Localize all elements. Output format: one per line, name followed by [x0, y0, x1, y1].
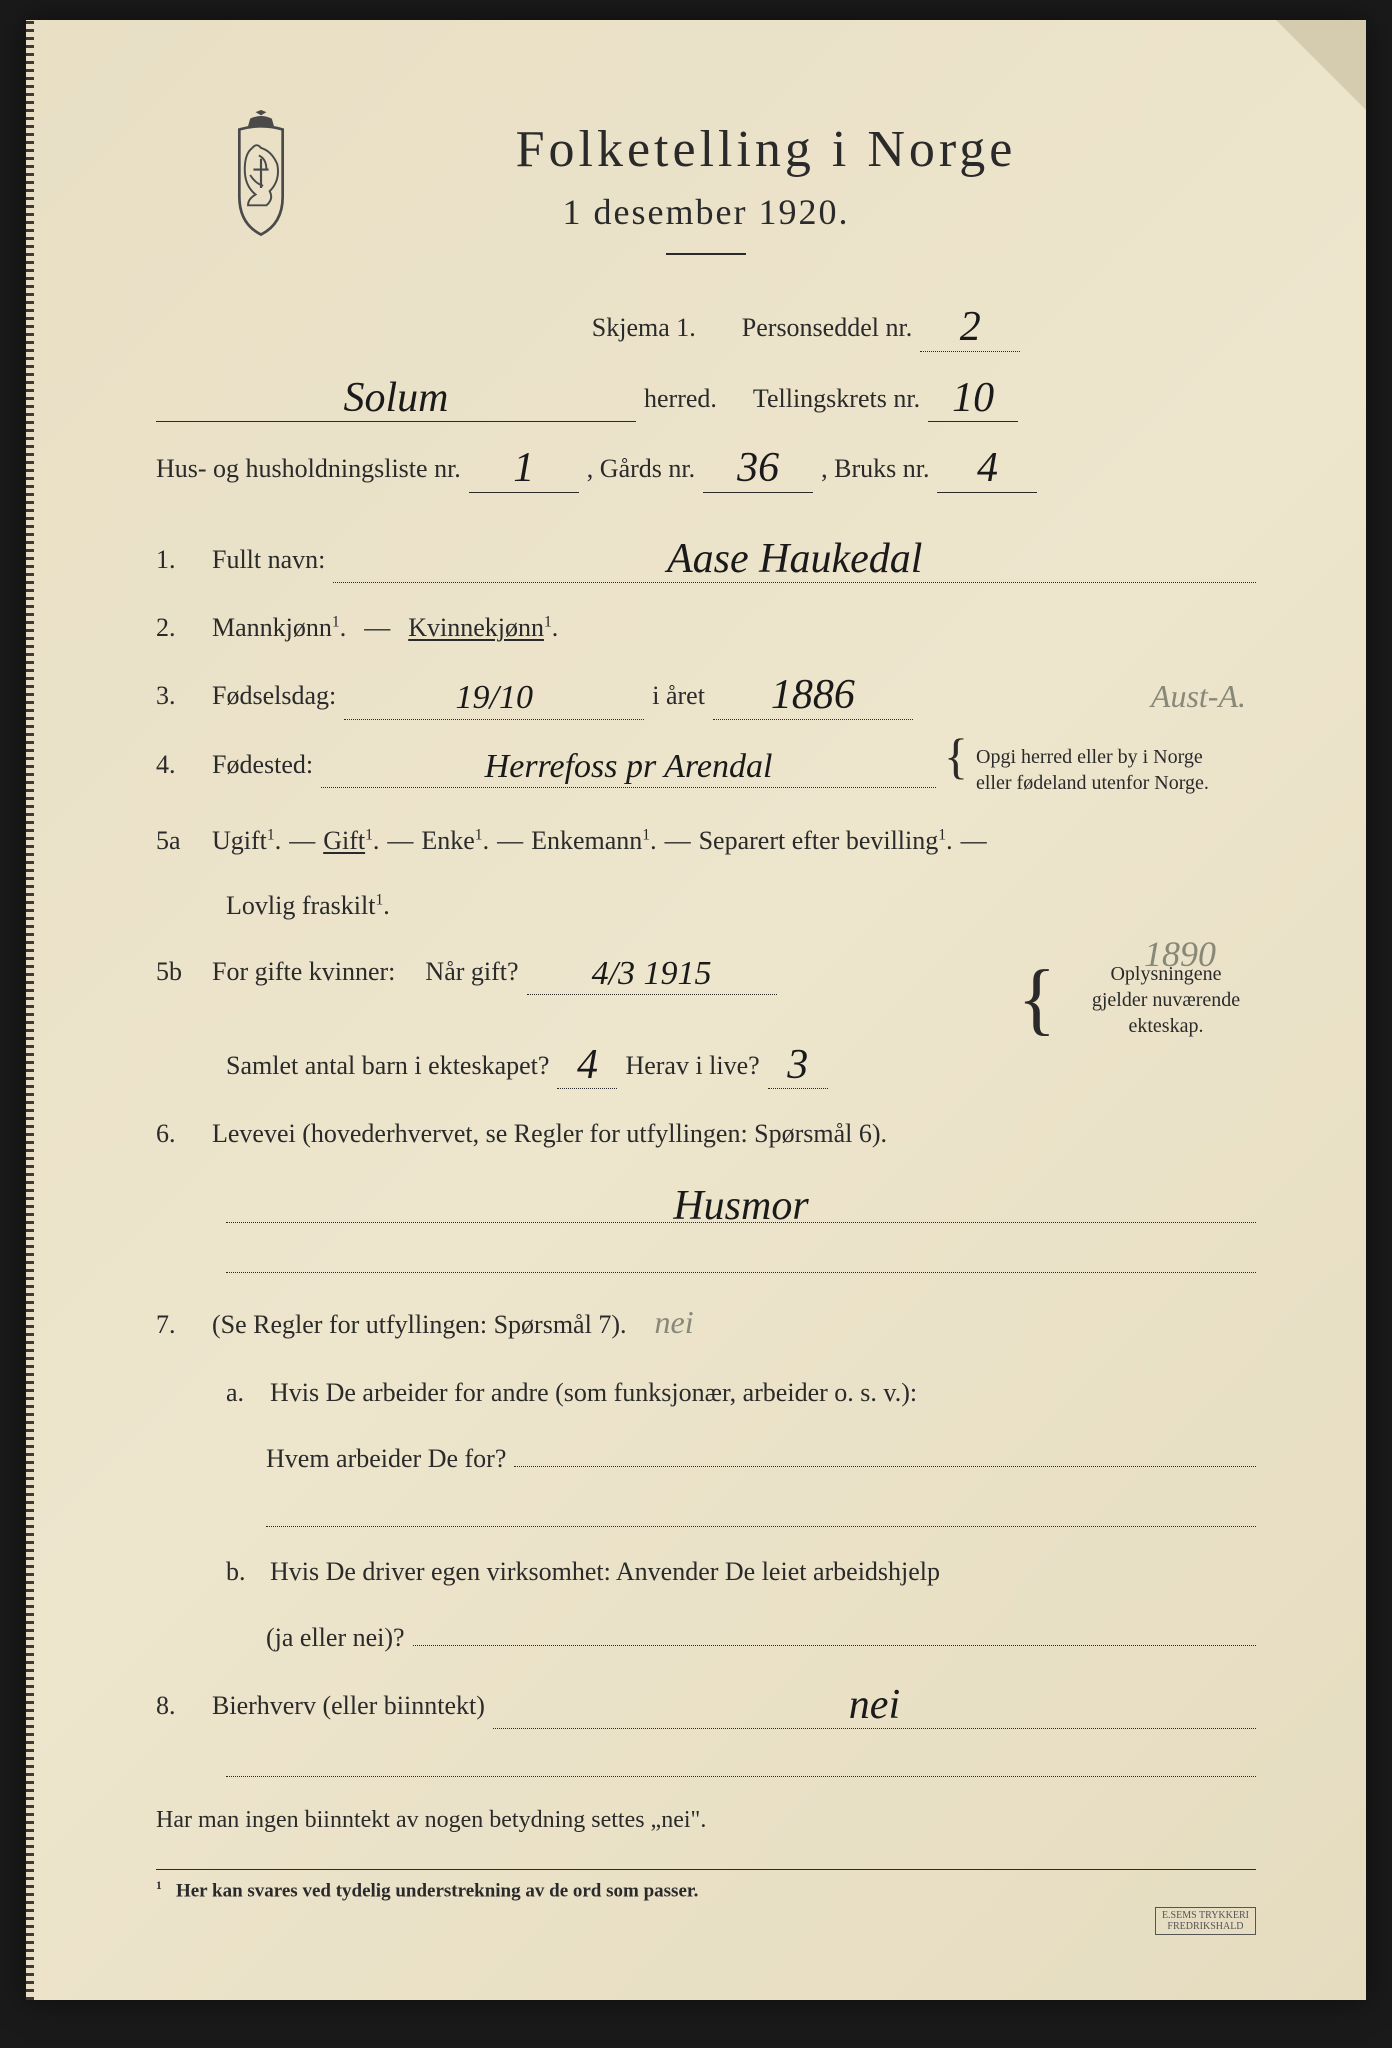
printer-stamp: E.SEMS TRYKKERIFREDRIKSHALD: [1155, 1907, 1256, 1935]
q4-label: Fødested:: [212, 744, 313, 786]
q7a-text1: Hvis De arbeider for andre (som funksjon…: [270, 1372, 917, 1414]
husliste-value: 1: [513, 445, 534, 491]
q5b-label: For gifte kvinner:: [212, 951, 395, 993]
form-title: Folketelling i Norge: [156, 120, 1256, 179]
q5b-barn-value: 4: [577, 1042, 598, 1088]
gards-value: 36: [737, 445, 779, 491]
herred-value: Solum: [344, 375, 449, 421]
q3-year-label: i året: [652, 675, 705, 717]
census-form-document: Folketelling i Norge 1 desember 1920. Sk…: [26, 20, 1366, 2000]
q5b-married-line: 5b For gifte kvinner: Når gift? 4/3 1915…: [156, 951, 1256, 1039]
q5b-barn-label: Samlet antal barn i ekteskapet?: [226, 1045, 549, 1087]
q1-number: 1.: [156, 539, 204, 581]
norwegian-coat-of-arms-icon: [206, 110, 316, 240]
q7-label: (Se Regler for utfyllingen: Spørsmål 7).: [212, 1304, 626, 1346]
q2-female-option: Kvinnekjønn1.: [408, 607, 558, 649]
q7a-line2: Hvem arbeider De for?: [156, 1438, 1256, 1480]
q5a-number: 5a: [156, 820, 204, 862]
q5b-pencil-year: 1890: [1144, 933, 1216, 975]
skjema-line: Skjema 1. Personseddel nr. 2: [156, 305, 1256, 352]
q7-pencil-annotation: nei: [654, 1297, 693, 1348]
q4-bracket-icon: {: [944, 744, 968, 769]
q6-answer-line: Husmor: [226, 1179, 1256, 1223]
q5b-number: 5b: [156, 951, 204, 993]
q5b-ilive-label: Herav i live?: [625, 1045, 759, 1087]
q5a-gift: Gift1.: [323, 820, 379, 862]
q8-value: nei: [849, 1682, 900, 1728]
q3-number: 3.: [156, 675, 204, 717]
tellingskrets-label: Tellingskrets nr.: [753, 378, 920, 420]
q7b-text2: (ja eller nei)?: [266, 1617, 405, 1659]
q5b-bracket-icon: {: [1018, 979, 1056, 1019]
personseddel-label: Personseddel nr.: [742, 307, 912, 349]
q5b-children-line: Samlet antal barn i ekteskapet? 4 Herav …: [156, 1043, 1256, 1090]
q3-pencil-annotation: Aust-A.: [1151, 671, 1246, 722]
q5a-marital-line1: 5a Ugift1. — Gift1. — Enke1. — Enkemann1…: [156, 820, 1256, 862]
q7a-letter: a.: [226, 1372, 262, 1414]
form-header: Folketelling i Norge 1 desember 1920.: [156, 120, 1256, 255]
q8-line: 8. Bierhverv (eller biinntekt) nei: [156, 1683, 1256, 1730]
q3-label: Fødselsdag:: [212, 675, 336, 717]
bruks-value: 4: [977, 445, 998, 491]
footnote-section: 1 Her kan svares ved tydelig understrekn…: [156, 1869, 1256, 1902]
q5a-enkemann: Enkemann1.: [531, 820, 656, 862]
q1-label: Fullt navn:: [212, 539, 325, 581]
husliste-label: Hus- og husholdningsliste nr.: [156, 448, 461, 490]
q2-sex-line: 2. Mannkjønn1. — Kvinnekjønn1.: [156, 607, 1256, 649]
q5b-nargift-label: Når gift?: [425, 951, 518, 993]
q7-number: 7.: [156, 1304, 204, 1346]
q6-value: Husmor: [673, 1188, 808, 1226]
header-divider: [666, 253, 746, 255]
q7-line: 7. (Se Regler for utfyllingen: Spørsmål …: [156, 1297, 1256, 1348]
skjema-label: Skjema 1.: [592, 307, 696, 349]
q6-blank-line: [226, 1249, 1256, 1273]
herred-line: Solum herred. Tellingskrets nr. 10: [156, 376, 1256, 423]
herred-label: herred.: [644, 378, 717, 420]
q5b-block: 1890 5b For gifte kvinner: Når gift? 4/3…: [156, 951, 1256, 1090]
q7b-line2: (ja eller nei)?: [156, 1617, 1256, 1659]
q1-name-line: 1. Fullt navn: Aase Haukedal: [156, 537, 1256, 584]
q6-occupation-line: 6. Levevei (hovederhvervet, se Regler fo…: [156, 1113, 1256, 1155]
q7b-line1: b. Hvis De driver egen virksomhet: Anven…: [156, 1551, 1256, 1593]
gards-label: , Gårds nr.: [587, 448, 695, 490]
q4-number: 4.: [156, 744, 204, 786]
q6-label: Levevei (hovederhvervet, se Regler for u…: [212, 1113, 887, 1155]
q5a-separert: Separert efter bevilling1.: [699, 820, 953, 862]
footnote-text: 1 Her kan svares ved tydelig understrekn…: [156, 1880, 1256, 1902]
q5b-ilive-value: 3: [787, 1042, 808, 1088]
personseddel-value: 2: [960, 304, 981, 350]
q4-birthplace-line: 4. Fødested: Herrefoss pr Arendal { Opgi…: [156, 744, 1256, 796]
q8-number: 8.: [156, 1685, 204, 1727]
q5a-marital-line2: Lovlig fraskilt1.: [156, 885, 1256, 927]
q8-label: Bierhverv (eller biinntekt): [212, 1685, 485, 1727]
q7a-text2: Hvem arbeider De for?: [266, 1438, 506, 1480]
q8-blank-line: [226, 1753, 1256, 1777]
bruks-label: , Bruks nr.: [821, 448, 929, 490]
q7b-letter: b.: [226, 1551, 262, 1593]
form-date: 1 desember 1920.: [156, 191, 1256, 233]
q7a-blank-line: [266, 1503, 1256, 1527]
bottom-instruction: Har man ingen biinntekt av nogen betydni…: [156, 1801, 1256, 1839]
q4-side-note: Opgi herred eller by i Norge eller fødel…: [976, 744, 1256, 796]
q7a-line1: a. Hvis De arbeider for andre (som funks…: [156, 1372, 1256, 1414]
q3-day-value: 19/10: [456, 679, 533, 716]
q1-value: Aase Haukedal: [667, 536, 922, 582]
q7b-text1: Hvis De driver egen virksomhet: Anvender…: [270, 1551, 940, 1593]
q5a-fraskilt: Lovlig fraskilt1.: [226, 885, 390, 927]
tellingskrets-value: 10: [952, 375, 994, 421]
q5a-enke: Enke1.: [421, 820, 489, 862]
q2-male-option: Mannkjønn1.: [212, 607, 346, 649]
q3-year-value: 1886: [771, 672, 855, 718]
q5b-nargift-value: 4/3 1915: [592, 955, 712, 992]
q5a-ugift: Ugift1.: [212, 820, 281, 862]
paper-corner-fold: [1276, 20, 1366, 110]
q4-value: Herrefoss pr Arendal: [485, 748, 773, 785]
q2-number: 2.: [156, 607, 204, 649]
q3-birthdate-line: 3. Fødselsdag: 19/10 i året 1886 Aust-A.: [156, 673, 1256, 720]
q6-number: 6.: [156, 1113, 204, 1155]
list-numbers-line: Hus- og husholdningsliste nr. 1 , Gårds …: [156, 446, 1256, 493]
